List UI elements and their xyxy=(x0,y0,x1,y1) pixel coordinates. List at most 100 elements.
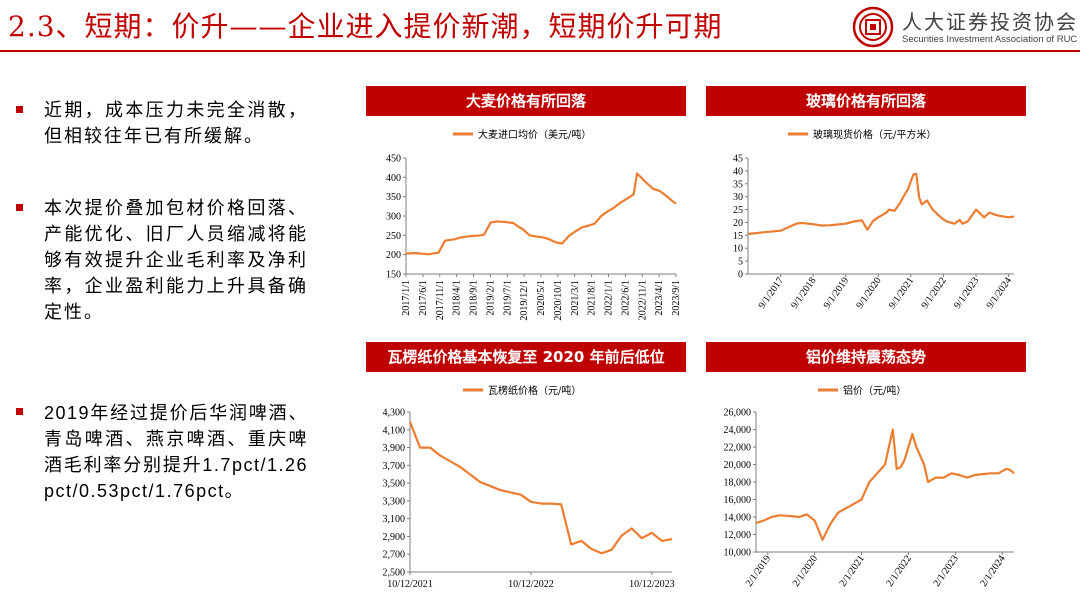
x-tick-label: 9/1/2017 xyxy=(757,275,786,310)
y-tick-label: 2,700 xyxy=(383,550,406,561)
x-tick-label: 2022/11/1 xyxy=(637,280,648,320)
x-tick-label: 2018/4/1 xyxy=(452,280,463,316)
chart-aluminum: 铝价（元/吨） 10,000 12,000 14,000 16,000 18,000 20,… xyxy=(724,384,1015,589)
legend-label: 大麦进口均价（美元/吨） xyxy=(478,128,591,141)
y-tick-label: 3,900 xyxy=(383,443,406,454)
bullet-text: 本次提价叠加包材价格回落、产能优化、旧厂人员缩减将能够有效提升企业毛利率及净利率… xyxy=(44,198,308,323)
x-tick-label: 9/1/2022 xyxy=(919,275,948,310)
y-tick-label: 20,000 xyxy=(724,460,752,471)
bullet-marker xyxy=(16,408,23,415)
y-tick-label: 150 xyxy=(386,270,401,281)
page-title: 2.3、短期：价升——企业进入提价新潮，短期价升可期 xyxy=(8,10,723,43)
org-name-cn: 人大证券投资协会 xyxy=(902,10,1078,34)
x-tick-label: 9/1/2024 xyxy=(985,275,1014,310)
x-tick-label: 2022/1/1 xyxy=(604,280,615,316)
org-name-en: Securities Investment Association of RUC xyxy=(902,34,1078,45)
y-tick-label: 450 xyxy=(386,154,401,165)
y-tick-label: 3,700 xyxy=(383,461,406,472)
y-tick-label: 200 xyxy=(386,250,401,261)
series-line xyxy=(405,172,677,256)
x-tick-label: 2/1/2019 xyxy=(744,553,773,588)
y-tick-label: 3,500 xyxy=(383,479,406,490)
y-tick-label: 4,300 xyxy=(383,408,406,419)
x-tick-label: 2/1/2020 xyxy=(791,553,820,588)
chart-panel-aluminum: 铝价维持震荡态势 铝价（元/吨） 10,000 12,000 14,000 16,000… xyxy=(706,342,1026,598)
x-tick-label: 2/1/2023 xyxy=(931,553,960,588)
series-line xyxy=(755,428,1015,541)
chart-panel-corrugated: 瓦楞纸价格基本恢复至 2020 年前后低位 瓦楞纸价格（元/吨） 2,500 2,7… xyxy=(366,342,686,598)
y-tick-label: 16,000 xyxy=(724,495,752,506)
x-tick-label: 2019/12/1 xyxy=(519,280,530,321)
x-tick-label: 2022/6/1 xyxy=(620,280,631,316)
chart-corrugated: 瓦楞纸价格（元/吨） 2,500 2,700 2,900 3,100 3,300 3,500… xyxy=(383,384,675,590)
x-tick-label: 2019/7/1 xyxy=(502,280,513,316)
y-tick-label: 15 xyxy=(733,231,743,242)
y-tick-label: 30 xyxy=(733,192,743,203)
x-tick-label: 2020/10/1 xyxy=(553,280,564,321)
x-tick-label: 10/12/2021 xyxy=(387,579,433,590)
x-tick-label: 2/1/2024 xyxy=(978,553,1007,588)
title-divider xyxy=(0,50,1080,52)
y-tick-label: 3,100 xyxy=(383,514,406,525)
chart-title: 大麦价格有所回落 xyxy=(366,86,686,116)
x-tick-label: 2017/1/1 xyxy=(401,280,412,316)
y-tick-label: 14,000 xyxy=(724,513,752,524)
y-tick-label: 400 xyxy=(386,173,401,184)
y-tick-label: 18,000 xyxy=(724,478,752,489)
series-line xyxy=(747,172,1015,236)
x-tick-label: 2020/5/1 xyxy=(536,280,547,316)
y-tick-label: 4,100 xyxy=(383,425,406,436)
x-tick-label: 2018/9/1 xyxy=(469,280,480,316)
x-tick-label: 2023/9/1 xyxy=(671,280,682,316)
y-tick-label: 35 xyxy=(733,179,743,190)
legend-label: 玻璃现货价格（元/平方米） xyxy=(813,128,936,141)
y-tick-label: 3,300 xyxy=(383,496,406,507)
chart-title: 玻璃价格有所回落 xyxy=(706,86,1026,116)
org-logo: 人大证券投资协会 Securities Investment Associati… xyxy=(852,4,1080,50)
y-tick-label: 22,000 xyxy=(724,443,752,454)
y-tick-label: 2,500 xyxy=(383,568,406,579)
x-tick-label: 2023/4/1 xyxy=(654,280,665,316)
x-tick-label: 2/1/2021 xyxy=(838,553,867,588)
y-tick-label: 10 xyxy=(733,244,743,255)
y-tick-label: 26,000 xyxy=(724,408,752,419)
x-tick-label: 9/1/2021 xyxy=(887,275,916,310)
x-tick-label: 9/1/2020 xyxy=(854,275,883,310)
bullet-text: 近期，成本压力未完全消散，但相较往年已有所缓解。 xyxy=(44,100,308,147)
y-tick-label: 5 xyxy=(738,257,743,268)
y-tick-label: 2,900 xyxy=(383,532,406,543)
series-line xyxy=(408,421,673,555)
legend-label: 铝价（元/吨） xyxy=(843,384,906,397)
y-tick-label: 250 xyxy=(386,231,401,242)
header: 2.3、短期：价升——企业进入提价新潮，短期价升可期 人大证券投资协会 Secu… xyxy=(0,0,1080,52)
chart-title: 瓦楞纸价格基本恢复至 2020 年前后低位 xyxy=(366,342,686,372)
bullet-text: 2019年经过提价后华润啤酒、青岛啤酒、燕京啤酒、重庆啤酒毛利率分别提升1.7p… xyxy=(44,403,308,501)
y-tick-label: 24,000 xyxy=(724,425,752,436)
y-tick-label: 300 xyxy=(386,212,401,223)
x-tick-label: 9/1/2023 xyxy=(952,275,981,310)
y-tick-label: 25 xyxy=(733,205,743,216)
y-tick-label: 10,000 xyxy=(724,548,752,559)
x-tick-label: 9/1/2018 xyxy=(789,275,818,310)
x-tick-label: 2021/3/1 xyxy=(570,280,581,316)
chart-barley: 大麦进口均价（美元/吨） 150 200 250 300 350 400 450 2017/1/… xyxy=(386,128,682,321)
y-tick-label: 40 xyxy=(733,166,743,177)
x-tick-label: 2019/2/1 xyxy=(485,280,496,316)
y-tick-label: 12,000 xyxy=(724,530,752,541)
y-tick-label: 20 xyxy=(733,218,743,229)
bullet-marker xyxy=(16,106,23,113)
y-tick-label: 0 xyxy=(738,270,743,281)
x-tick-label: 2017/6/1 xyxy=(418,280,429,316)
legend-label: 瓦楞纸价格（元/吨） xyxy=(488,384,581,397)
x-tick-label: 9/1/2019 xyxy=(822,275,851,310)
y-tick-label: 45 xyxy=(733,154,743,165)
x-tick-label: 10/12/2022 xyxy=(508,579,554,590)
x-tick-label: 2/1/2022 xyxy=(885,553,914,588)
x-tick-label: 2017/11/1 xyxy=(435,280,446,320)
seal-icon xyxy=(852,6,894,48)
chart-panel-glass: 玻璃价格有所回落 玻璃现货价格（元/平方米） 0 5 10 15 20 25 30 35 40 45… xyxy=(706,86,1026,330)
x-tick-label: 2021/8/1 xyxy=(587,280,598,316)
x-tick-label: 10/12/2023 xyxy=(629,579,675,590)
bullet-marker xyxy=(16,204,23,211)
